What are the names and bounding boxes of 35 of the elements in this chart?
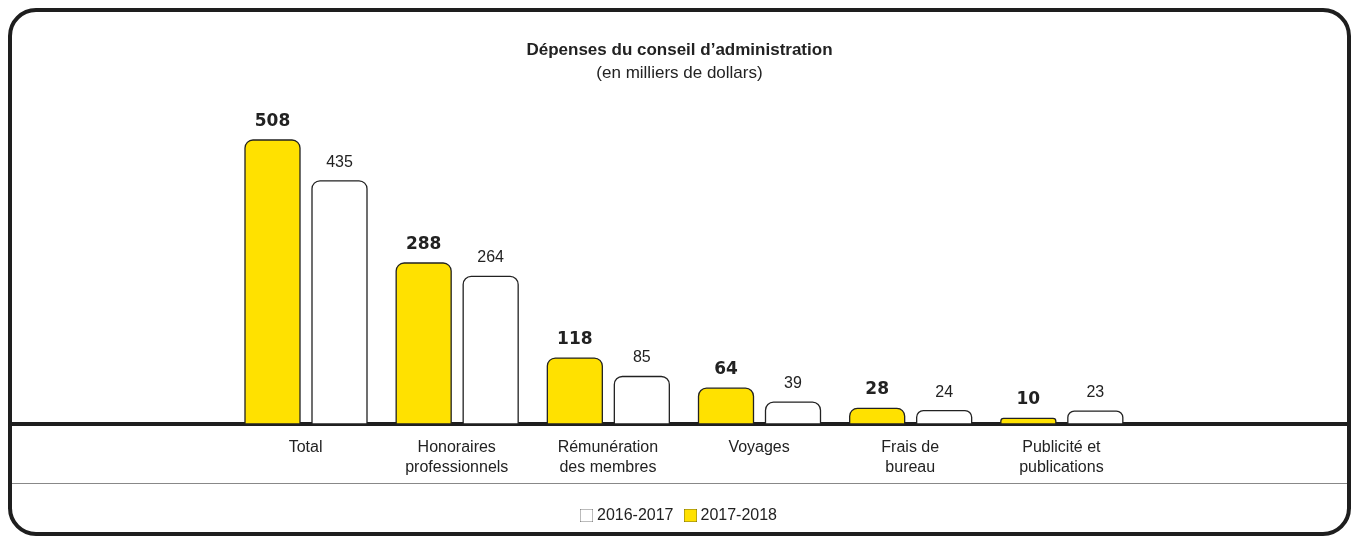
data-label: 39 [784, 374, 802, 392]
bar [613, 375, 670, 425]
bar [764, 401, 822, 425]
data-label: 508 [254, 110, 291, 130]
bar [1000, 417, 1057, 425]
data-label: 288 [405, 232, 442, 253]
legend-label: 2017-2018 [700, 506, 778, 523]
x-tick-label: Honoraires professionnels [405, 438, 509, 475]
x-tick-label: Publicité et publications [1019, 438, 1104, 475]
data-label: 23 [1086, 383, 1105, 401]
legend-label: 2016-2017 [596, 506, 674, 523]
data-label: 118 [557, 328, 593, 349]
bar [546, 357, 603, 425]
rounded-frame: Dépenses du conseil d’administration (en milliers de dollars) 2016-2017 2017-2018 Total Honoraires professionnels Rémunération des membres Voyages Frais de bureau Publicité et publications 508 288 118 64 28 10 435 264 85 39 24 23 [8, 8, 1351, 536]
data-label: 264 [477, 248, 505, 266]
x-tick-label: Voyages [728, 438, 790, 455]
x-tick-label: Frais de bureau [881, 438, 940, 475]
chart-title: Dépenses du conseil d’administration [525, 40, 834, 60]
bar [849, 407, 906, 425]
bar [697, 387, 755, 425]
x-tick-label: Rémunération des membres [557, 438, 659, 475]
bar [1067, 410, 1124, 425]
data-label: 28 [865, 378, 889, 399]
x-tick-label: Total [288, 438, 323, 455]
data-label: 10 [1016, 388, 1041, 409]
bar [395, 262, 452, 425]
bar [916, 409, 973, 425]
chart-subtitle: (en milliers de dollars) [595, 63, 764, 83]
bar [244, 139, 301, 425]
data-label: 85 [632, 348, 651, 366]
data-label: 435 [326, 152, 353, 170]
data-label: 64 [714, 358, 738, 379]
data-label: 24 [935, 382, 954, 400]
bar [462, 275, 519, 425]
bar [311, 180, 368, 425]
